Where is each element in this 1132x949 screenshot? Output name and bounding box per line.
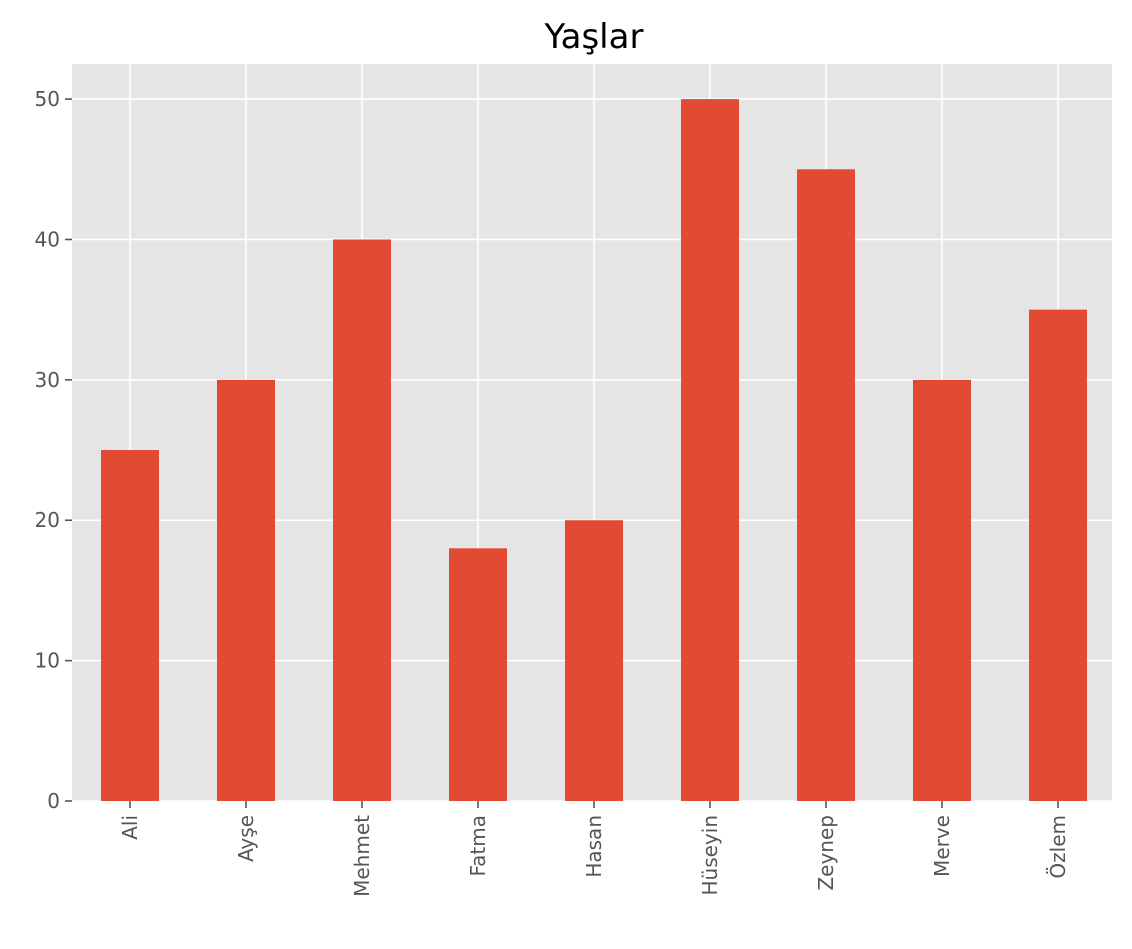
bar — [565, 520, 623, 801]
bar — [1029, 309, 1087, 801]
y-tick-label: 40 — [35, 227, 60, 251]
bar — [217, 379, 275, 801]
x-tick-label: Ayşe — [234, 815, 258, 862]
bar — [449, 548, 507, 801]
bars — [101, 99, 1087, 802]
y-tick-label: 50 — [35, 87, 60, 111]
x-tick-label: Mehmet — [350, 815, 374, 897]
y-tick-labels: 0 10 20 30 40 50 — [35, 87, 60, 813]
y-tick-label: 10 — [35, 649, 60, 673]
y-tick-label: 0 — [47, 789, 60, 813]
x-tick-label: Hasan — [582, 815, 606, 878]
bar — [333, 239, 391, 801]
bar — [797, 169, 855, 802]
x-tick-label: Merve — [930, 815, 954, 877]
x-tick-labels: Ali Ayşe Mehmet Fatma Hasan Hüseyin Zeynep Merv… — [118, 815, 1070, 897]
x-tick-label: Zeynep — [814, 815, 838, 891]
ticks — [65, 98, 1059, 808]
y-tick-label: 30 — [35, 368, 60, 392]
y-tick-label: 20 — [35, 508, 60, 532]
bar — [681, 99, 739, 802]
x-tick-label: Özlem — [1046, 815, 1070, 879]
bar — [101, 450, 159, 801]
bar — [913, 379, 971, 801]
chart-title: Yaşlar — [544, 17, 644, 57]
x-tick-label: Hüseyin — [698, 815, 722, 896]
x-tick-label: Ali — [118, 815, 142, 840]
x-tick-label: Fatma — [466, 815, 490, 877]
